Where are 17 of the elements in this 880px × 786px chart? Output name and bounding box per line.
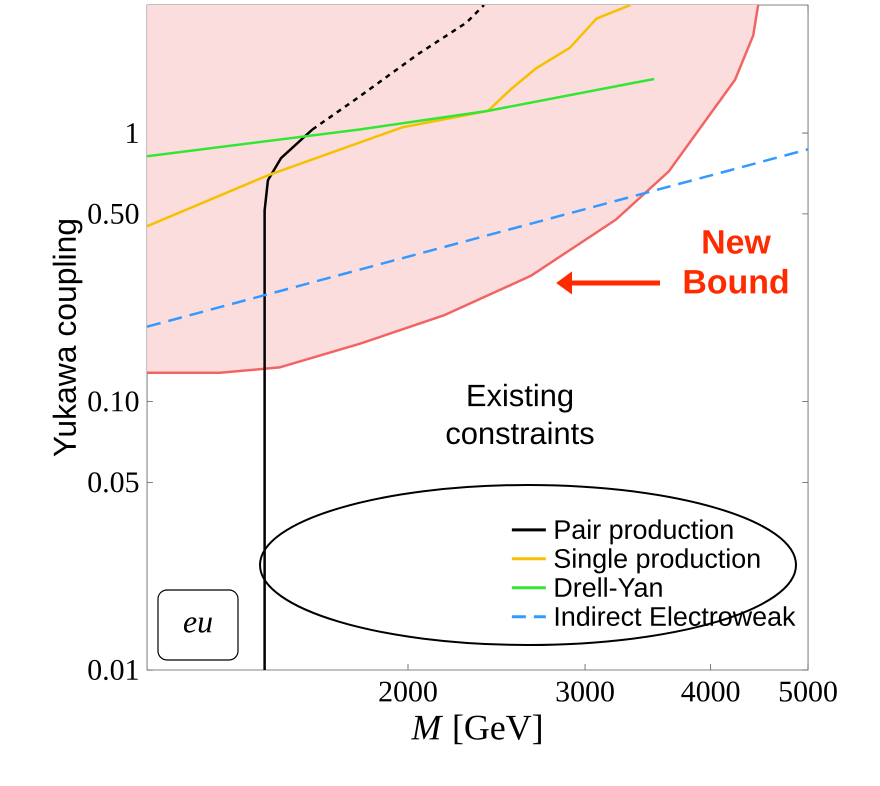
annotation: eu: [184, 617, 212, 633]
x-tick-label: 2000: [379, 682, 437, 702]
annotation: Existing constraints: [446, 384, 594, 444]
y-axis-title: Yukawa coupling: [52, 220, 82, 456]
legend-label: Single production: [554, 548, 760, 574]
x-tick-label: 3000: [556, 682, 614, 702]
x-tick-label: 4000: [681, 682, 740, 702]
x-axis-title: M [GeV]: [411, 714, 541, 744]
y-tick-label: 0.50: [88, 204, 138, 224]
annotation: New Bound: [684, 230, 788, 294]
y-tick-label: 1: [127, 123, 138, 143]
x-tick-label: 5000: [780, 682, 837, 702]
legend-label: Drell-Yan: [556, 577, 662, 598]
y-tick-label: 0.10: [88, 391, 138, 412]
y-tick-label: 0.01: [88, 660, 138, 680]
y-tick-label: 0.05: [88, 472, 138, 492]
legend-label: Pair production: [556, 519, 732, 544]
